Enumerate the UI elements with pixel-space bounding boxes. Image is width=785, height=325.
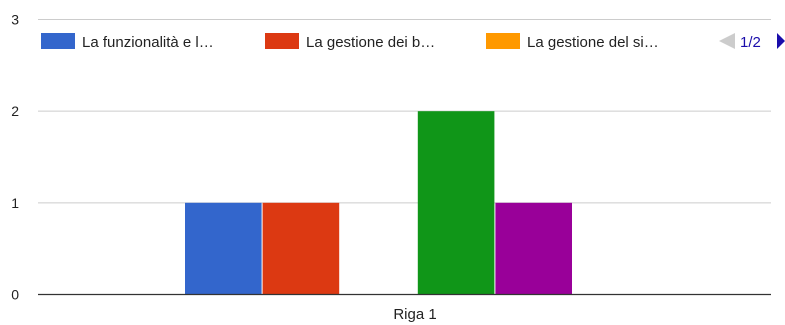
triangle-right-icon[interactable] — [777, 33, 785, 49]
gridlines — [38, 19, 771, 204]
bar-series-3[interactable] — [417, 111, 495, 295]
legend-swatch-0 — [41, 33, 75, 49]
legend-swatch-2 — [486, 33, 520, 49]
bars — [185, 111, 572, 295]
bar-series-4[interactable] — [495, 202, 572, 295]
legend-label-2: La gestione del si… — [527, 34, 659, 51]
legend-page-indicator: 1/2 — [740, 34, 761, 51]
triangle-left-icon[interactable] — [719, 33, 735, 49]
y-tick-label: 0 — [11, 287, 19, 303]
bar-series-1[interactable] — [262, 202, 340, 295]
y-tick-label: 3 — [11, 12, 19, 28]
bar-series-0[interactable] — [185, 202, 262, 295]
legend-label-1: La gestione dei b… — [306, 34, 435, 51]
legend-label-0: La funzionalità e l… — [82, 34, 214, 51]
category-label: Riga 1 — [393, 306, 436, 323]
legend-pager: 1/2 — [719, 33, 785, 51]
legend: La funzionalità e l… La gestione dei b… … — [41, 33, 785, 51]
y-tick-label: 1 — [11, 195, 19, 211]
y-axis-ticks: 0 1 2 3 — [11, 12, 19, 303]
legend-swatch-1 — [265, 33, 299, 49]
y-tick-label: 2 — [11, 103, 19, 119]
